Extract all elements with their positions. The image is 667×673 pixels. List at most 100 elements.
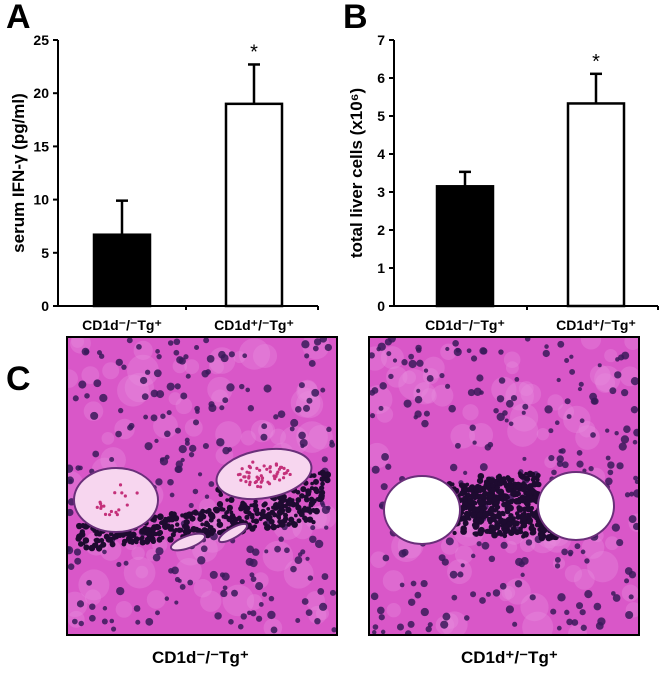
nucleus xyxy=(386,351,392,357)
nucleus xyxy=(557,340,565,348)
nucleus xyxy=(569,354,574,359)
nucleus xyxy=(578,381,584,387)
vessel-lumen xyxy=(383,475,461,545)
infiltrate-cell xyxy=(282,516,289,522)
nucleus xyxy=(488,555,496,563)
infiltrate-cell xyxy=(505,475,511,481)
nucleus xyxy=(116,561,122,568)
red-blood-cell xyxy=(243,475,247,479)
nucleus xyxy=(83,349,90,355)
infiltrate-cell xyxy=(170,527,175,532)
nucleus xyxy=(612,594,621,602)
infiltrate-cell xyxy=(505,495,510,500)
cytoplasm-texture xyxy=(246,594,263,610)
infiltrate-cell xyxy=(518,472,524,479)
nucleus xyxy=(624,492,631,498)
cytoplasm-texture xyxy=(200,590,222,612)
nucleus xyxy=(305,556,310,561)
nucleus xyxy=(370,592,379,601)
nucleus xyxy=(544,344,549,349)
red-blood-cell xyxy=(255,466,259,470)
infiltrate-cell xyxy=(510,478,515,483)
y-tick-label: 6 xyxy=(377,70,385,86)
infiltrate-cell xyxy=(167,536,174,543)
red-blood-cell xyxy=(253,480,257,485)
vessel-lumen xyxy=(537,471,615,541)
nucleus xyxy=(576,602,584,610)
nucleus xyxy=(445,383,451,389)
nucleus xyxy=(589,392,598,401)
cytoplasm-texture xyxy=(503,351,521,369)
red-blood-cell xyxy=(268,465,272,469)
cytoplasm-texture xyxy=(520,593,549,622)
infiltrate-cell xyxy=(165,523,172,530)
cytoplasm-texture xyxy=(589,364,611,386)
nucleus xyxy=(180,392,188,400)
infiltrate-cell xyxy=(200,522,205,527)
infiltrate-cell xyxy=(266,506,271,511)
nucleus xyxy=(231,589,238,597)
y-axis-label: total liver cells (x10⁶) xyxy=(347,88,366,258)
nucleus xyxy=(379,382,387,390)
nucleus xyxy=(577,386,583,392)
cytoplasm-texture xyxy=(421,388,437,404)
micrograph-left-caption: CD1d⁻/⁻Tg⁺ xyxy=(152,648,249,667)
nucleus xyxy=(187,579,194,586)
cytoplasm-texture xyxy=(133,340,153,361)
infiltrate-cell xyxy=(487,498,492,503)
cytoplasm-texture xyxy=(454,545,474,564)
nucleus xyxy=(155,547,164,556)
cytoplasm-texture xyxy=(233,350,246,364)
infiltrate-cell xyxy=(467,504,474,511)
nucleus xyxy=(399,582,405,588)
infiltrate-cell xyxy=(525,496,530,500)
cytoplasm-texture xyxy=(624,338,638,350)
cytoplasm-texture xyxy=(507,415,539,447)
nucleus xyxy=(605,455,611,461)
infiltrate-cell xyxy=(109,541,116,548)
nucleus xyxy=(470,355,478,362)
infiltrate-cell xyxy=(487,493,494,499)
nucleus xyxy=(510,394,518,402)
nucleus xyxy=(93,379,102,388)
cytoplasm-texture xyxy=(501,585,516,600)
nucleus xyxy=(385,463,392,470)
nucleus xyxy=(249,572,255,578)
nucleus xyxy=(481,541,490,550)
nucleus xyxy=(209,570,218,579)
red-blood-cell xyxy=(240,467,244,471)
infiltrate-cell xyxy=(313,507,320,515)
nucleus xyxy=(109,456,115,462)
nucleus xyxy=(250,576,257,583)
panel-letter-b: B xyxy=(343,0,368,36)
red-blood-cell xyxy=(268,470,272,474)
cytoplasm-texture xyxy=(184,359,200,375)
cytoplasm-texture xyxy=(563,405,591,434)
nucleus xyxy=(611,523,620,532)
infiltrate-cell xyxy=(79,529,85,535)
cytoplasm-texture xyxy=(168,392,182,406)
infiltrate-cell xyxy=(197,515,204,522)
nucleus xyxy=(255,582,264,591)
nucleus xyxy=(116,586,125,596)
nucleus xyxy=(624,567,633,575)
cytoplasm-texture xyxy=(509,403,539,432)
nucleus xyxy=(502,410,508,416)
red-blood-cell xyxy=(239,478,243,482)
infiltrate-cell xyxy=(501,519,507,525)
nucleus xyxy=(628,594,634,600)
infiltrate-cell xyxy=(462,520,469,527)
infiltrate-cell xyxy=(518,527,523,531)
nucleus xyxy=(84,393,90,399)
nucleus xyxy=(312,345,319,352)
infiltrate-cell xyxy=(530,477,536,483)
bar-1 xyxy=(92,233,152,308)
nucleus xyxy=(240,613,247,620)
nucleus xyxy=(479,463,488,471)
cytoplasm-texture xyxy=(595,373,616,393)
infiltrate-cell xyxy=(529,530,535,536)
infiltrate-cell xyxy=(473,501,478,506)
infiltrate-cell xyxy=(524,471,528,476)
red-blood-cell xyxy=(281,476,286,480)
nucleus xyxy=(580,624,587,631)
